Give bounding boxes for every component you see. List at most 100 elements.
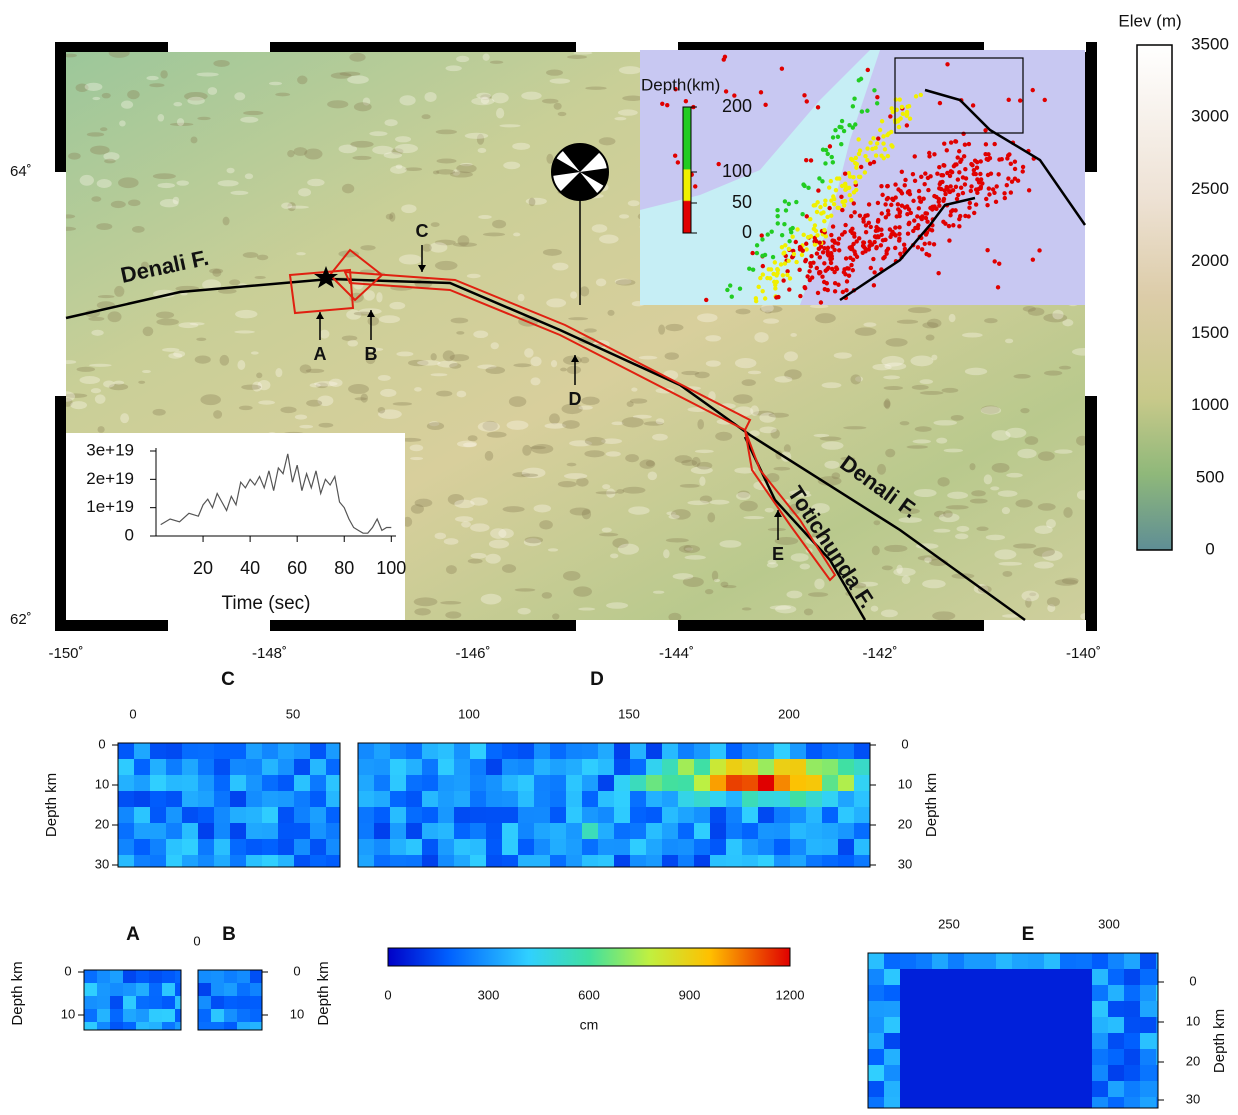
slip-cell — [326, 855, 340, 867]
quake-dot — [787, 202, 791, 206]
quake-dot — [1031, 257, 1035, 261]
slip-cell — [162, 1009, 175, 1022]
slip-cell — [97, 1009, 110, 1022]
slip-colorbar-tick-label: 900 — [679, 987, 701, 1002]
quake-dot — [937, 165, 941, 169]
slip-cell — [470, 823, 486, 839]
quake-dot — [823, 161, 827, 165]
relief-patch — [720, 582, 728, 588]
relief-patch — [558, 112, 567, 116]
quake-dot — [725, 288, 729, 292]
slip-cell — [1012, 1033, 1028, 1049]
relief-patch — [920, 391, 944, 395]
slip-cell — [438, 743, 454, 759]
slip-cell — [278, 791, 294, 807]
relief-patch — [518, 608, 531, 615]
quake-dot — [985, 248, 989, 252]
relief-patch — [998, 490, 1018, 496]
slip-cell — [198, 1022, 211, 1030]
elevation-tick-label: 2500 — [1191, 179, 1229, 198]
slip-cell — [1092, 1017, 1108, 1033]
quake-dot — [867, 202, 871, 206]
relief-patch — [947, 492, 968, 499]
quake-dot — [847, 274, 851, 278]
slip-depth-tick-label: 30 — [898, 856, 912, 871]
quake-dot — [868, 240, 872, 244]
slip-cell — [1044, 1065, 1060, 1081]
quake-dot — [898, 252, 902, 256]
relief-patch — [307, 179, 324, 186]
quake-dot — [896, 202, 900, 206]
slip-cell — [358, 823, 374, 839]
slip-cell — [422, 823, 438, 839]
relief-patch — [468, 435, 478, 441]
relief-patch — [628, 506, 649, 514]
relief-patch — [937, 477, 949, 487]
slip-cell — [884, 1049, 900, 1065]
quake-dot — [847, 123, 851, 127]
quake-dot — [991, 187, 995, 191]
quake-dot — [810, 275, 814, 279]
slip-cell — [1060, 1017, 1076, 1033]
slip-cell — [678, 823, 694, 839]
slip-cell — [1124, 1033, 1140, 1049]
slip-cell — [310, 855, 326, 867]
slip-cell — [550, 743, 566, 759]
slip-depth-tick-label: 10 — [61, 1006, 75, 1021]
slip-cell — [996, 1001, 1012, 1017]
slip-cell — [710, 823, 726, 839]
quake-dot — [858, 214, 862, 218]
relief-patch — [143, 326, 154, 336]
relief-patch — [318, 423, 333, 428]
slip-cell — [326, 807, 340, 823]
slip-cell — [996, 1081, 1012, 1097]
slip-cell — [710, 775, 726, 791]
slip-cell — [916, 1001, 932, 1017]
slip-cell — [1060, 969, 1076, 985]
slip-cell — [806, 823, 822, 839]
quake-dot — [833, 289, 837, 293]
slip-cell — [1044, 985, 1060, 1001]
slip-cell — [110, 996, 123, 1009]
quake-dot — [831, 194, 835, 198]
quake-dot — [936, 271, 940, 275]
relief-patch — [503, 506, 525, 512]
slip-cell — [726, 855, 742, 867]
relief-patch — [405, 167, 422, 171]
relief-patch — [585, 437, 606, 446]
relief-patch — [478, 148, 487, 153]
relief-patch — [349, 53, 365, 62]
quake-dot — [893, 182, 897, 186]
depth-tick-label: 200 — [722, 96, 752, 116]
slip-cell — [980, 1081, 996, 1097]
quake-dot — [889, 143, 893, 147]
quake-dot — [871, 257, 875, 261]
slip-cell — [662, 743, 678, 759]
relief-patch — [908, 307, 932, 313]
slip-depth-tick-label: 0 — [64, 963, 71, 978]
relief-patch — [742, 607, 752, 610]
relief-patch — [885, 449, 895, 458]
lon-label: -144˚ — [659, 645, 694, 662]
relief-patch — [102, 93, 111, 99]
slip-cell — [790, 743, 806, 759]
slip-cell — [566, 807, 582, 823]
relief-patch — [503, 162, 520, 170]
slip-cell — [182, 775, 198, 791]
quake-dot — [867, 221, 871, 225]
quake-dot — [728, 283, 732, 287]
quake-dot — [822, 228, 826, 232]
quake-dot — [879, 243, 883, 247]
slip-cell — [278, 823, 294, 839]
quake-dot — [830, 244, 834, 248]
relief-patch — [237, 360, 245, 370]
relief-patch — [347, 75, 369, 84]
quake-dot — [925, 211, 929, 215]
quake-dot — [975, 177, 979, 181]
slip-cell — [646, 807, 662, 823]
relief-patch — [160, 199, 179, 207]
slip-cell — [822, 759, 838, 775]
relief-patch — [943, 510, 953, 517]
slip-cell — [822, 839, 838, 855]
quake-dot — [801, 182, 805, 186]
